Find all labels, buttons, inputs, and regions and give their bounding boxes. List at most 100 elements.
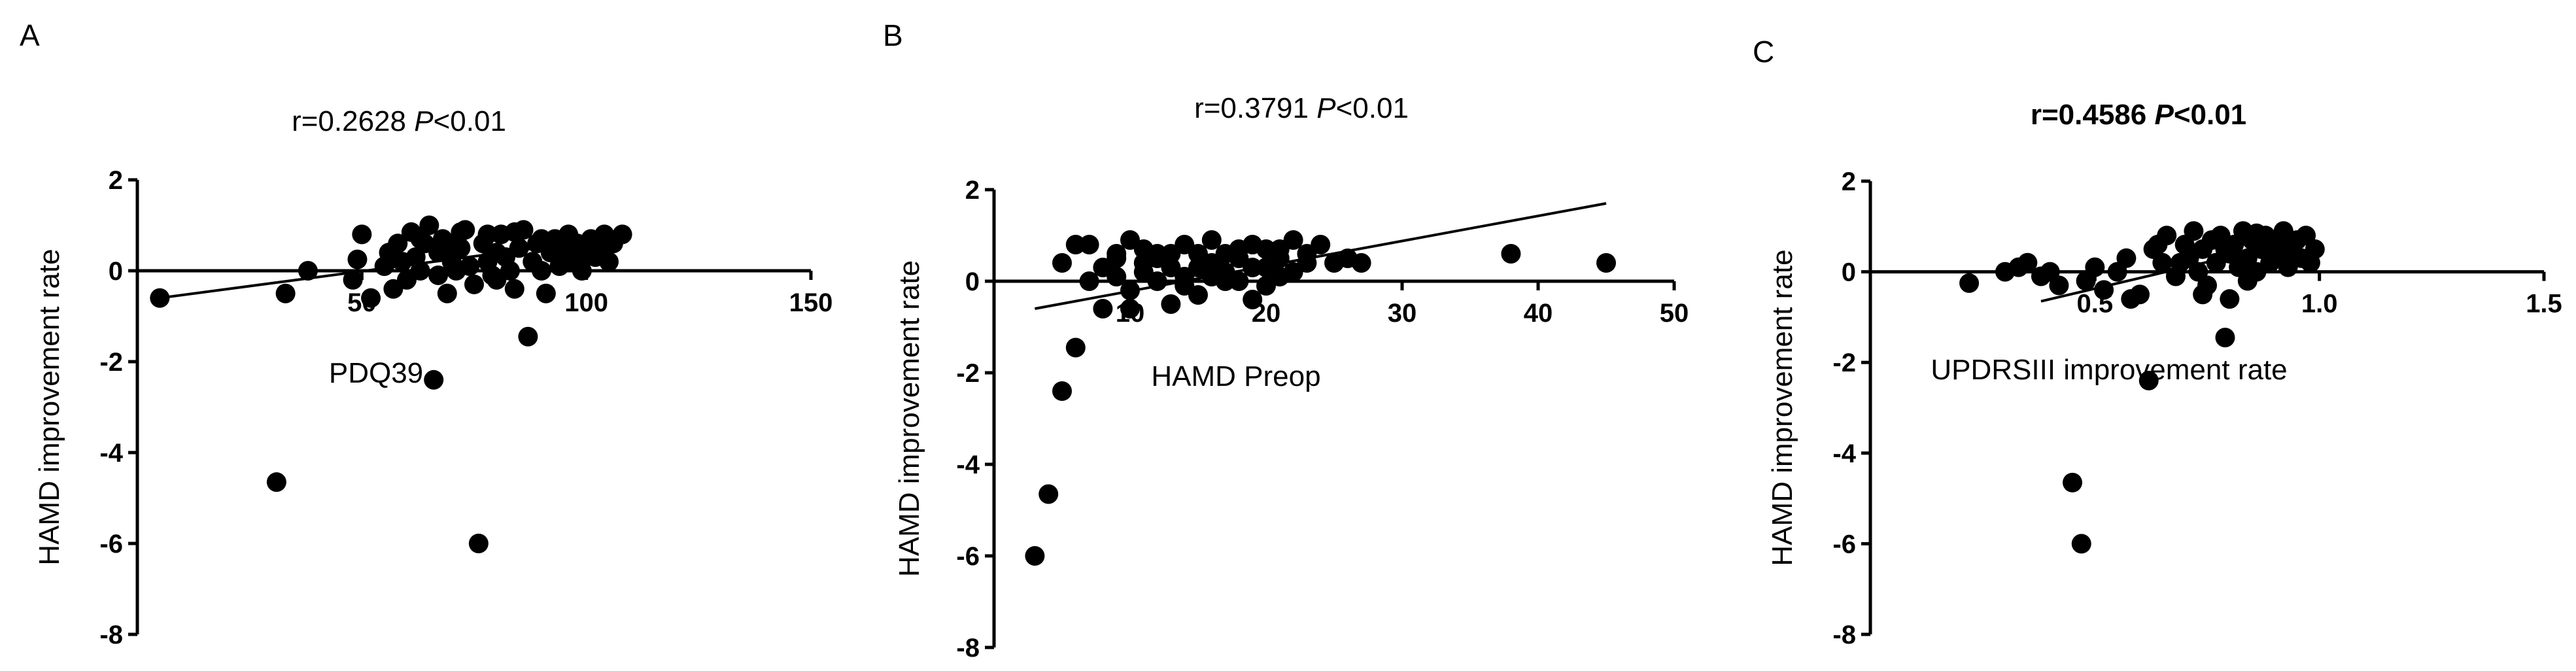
data-point	[410, 261, 430, 281]
chart-title: r=0.4586 P<0.01	[2031, 99, 2246, 131]
data-point	[1269, 239, 1290, 259]
data-point	[518, 326, 538, 347]
data-point	[383, 279, 404, 299]
data-point	[1079, 235, 1099, 254]
data-point	[266, 472, 286, 492]
data-point	[2049, 275, 2069, 296]
y-tick-label: 2	[1842, 167, 1856, 196]
data-point	[532, 229, 551, 249]
data-point	[437, 283, 457, 303]
title-r: r=0.4586	[2031, 99, 2155, 131]
data-point	[1107, 244, 1127, 264]
data-point	[2121, 289, 2141, 309]
data-point	[477, 224, 498, 245]
data-point	[1147, 244, 1167, 264]
data-point	[1243, 290, 1263, 309]
y-tick-label: -6	[956, 542, 980, 571]
x-tick-label: 30	[1388, 299, 1417, 328]
regression-line	[1035, 202, 1607, 310]
y-axis-label: HAMD improvement rate	[893, 260, 925, 577]
data-point	[2071, 534, 2091, 554]
data-point	[464, 274, 484, 294]
y-tick-label: 0	[965, 267, 980, 296]
x-tick-label: 1.5	[2526, 290, 2562, 318]
data-point	[2220, 289, 2240, 309]
data-point	[1311, 235, 1331, 254]
y-axis-label: HAMD improvement rate	[33, 249, 65, 565]
y-axis-label: HAMD improvement rate	[1766, 249, 1798, 566]
data-point	[1120, 299, 1140, 318]
data-point	[599, 252, 619, 272]
y-tick-label: -8	[956, 634, 980, 662]
panel-b: Br=0.3791 P<0.0120-2-4-6-81020304050HAMD…	[883, 18, 1689, 662]
regression-line	[160, 235, 623, 300]
data-point	[424, 370, 444, 390]
title-p: P	[1316, 92, 1336, 124]
y-tick-label: 2	[109, 166, 123, 195]
data-point	[1052, 253, 1072, 273]
data-point	[1161, 294, 1181, 314]
x-axis-label: PDQ39	[329, 357, 423, 389]
data-point	[1107, 267, 1127, 286]
data-point	[1229, 271, 1249, 291]
y-tick-label: -4	[1832, 439, 1856, 468]
title-r: r=0.3791	[1194, 92, 1316, 124]
data-point	[298, 261, 318, 281]
chart-title: r=0.3791 P<0.01	[1194, 92, 1409, 124]
data-point	[509, 238, 529, 258]
x-axis-label: UPDRSIII improvement rate	[1931, 354, 2287, 386]
data-point	[2215, 239, 2235, 259]
y-tick-label: -6	[1832, 530, 1856, 559]
data-point	[361, 288, 381, 308]
data-point	[2116, 248, 2137, 268]
data-point	[1201, 230, 1222, 250]
data-point	[2184, 221, 2204, 241]
y-tick-label: -4	[99, 439, 123, 468]
y-tick-label: 2	[965, 176, 980, 205]
title-p: P	[2154, 99, 2174, 131]
data-point	[2152, 252, 2172, 273]
panel-letter: B	[883, 18, 903, 52]
title-p-value: <0.01	[434, 105, 506, 137]
title-r: r=0.2628	[292, 105, 414, 137]
data-point	[2246, 223, 2267, 243]
data-point	[504, 222, 524, 242]
y-tick-label: -6	[99, 530, 123, 559]
data-point	[487, 269, 507, 290]
data-point	[2085, 257, 2105, 277]
data-point	[468, 534, 489, 553]
y-tick-label: -8	[1832, 621, 1856, 649]
data-point	[1079, 271, 1099, 291]
data-point	[1161, 244, 1181, 264]
data-point	[2278, 235, 2298, 255]
data-point	[410, 229, 430, 249]
data-point	[536, 283, 556, 303]
data-point	[504, 279, 524, 299]
data-point	[1501, 244, 1521, 264]
title-p-value: <0.01	[2174, 99, 2246, 131]
chart-title: r=0.2628 P<0.01	[292, 105, 506, 137]
data-point	[1229, 239, 1249, 259]
y-tick-label: 0	[1842, 258, 1856, 287]
y-tick-label: 0	[109, 257, 123, 286]
data-point	[1065, 337, 1086, 358]
data-point	[1039, 484, 1059, 504]
data-point	[1596, 253, 1616, 273]
y-tick-label: -2	[1832, 349, 1856, 377]
data-point	[1959, 273, 1980, 293]
title-p-value: <0.01	[1336, 92, 1409, 124]
y-tick-label: -2	[956, 359, 980, 388]
data-point	[2148, 235, 2168, 255]
data-point	[2193, 284, 2213, 305]
data-point	[1351, 253, 1371, 273]
y-tick-label: -4	[956, 451, 980, 479]
data-point	[1256, 276, 1276, 296]
x-tick-label: 40	[1524, 299, 1553, 328]
data-point	[1093, 299, 1113, 318]
data-point	[1052, 381, 1072, 401]
x-tick-label: 1.0	[2301, 290, 2338, 318]
regression-line	[2040, 236, 2311, 303]
data-point	[2215, 328, 2235, 348]
